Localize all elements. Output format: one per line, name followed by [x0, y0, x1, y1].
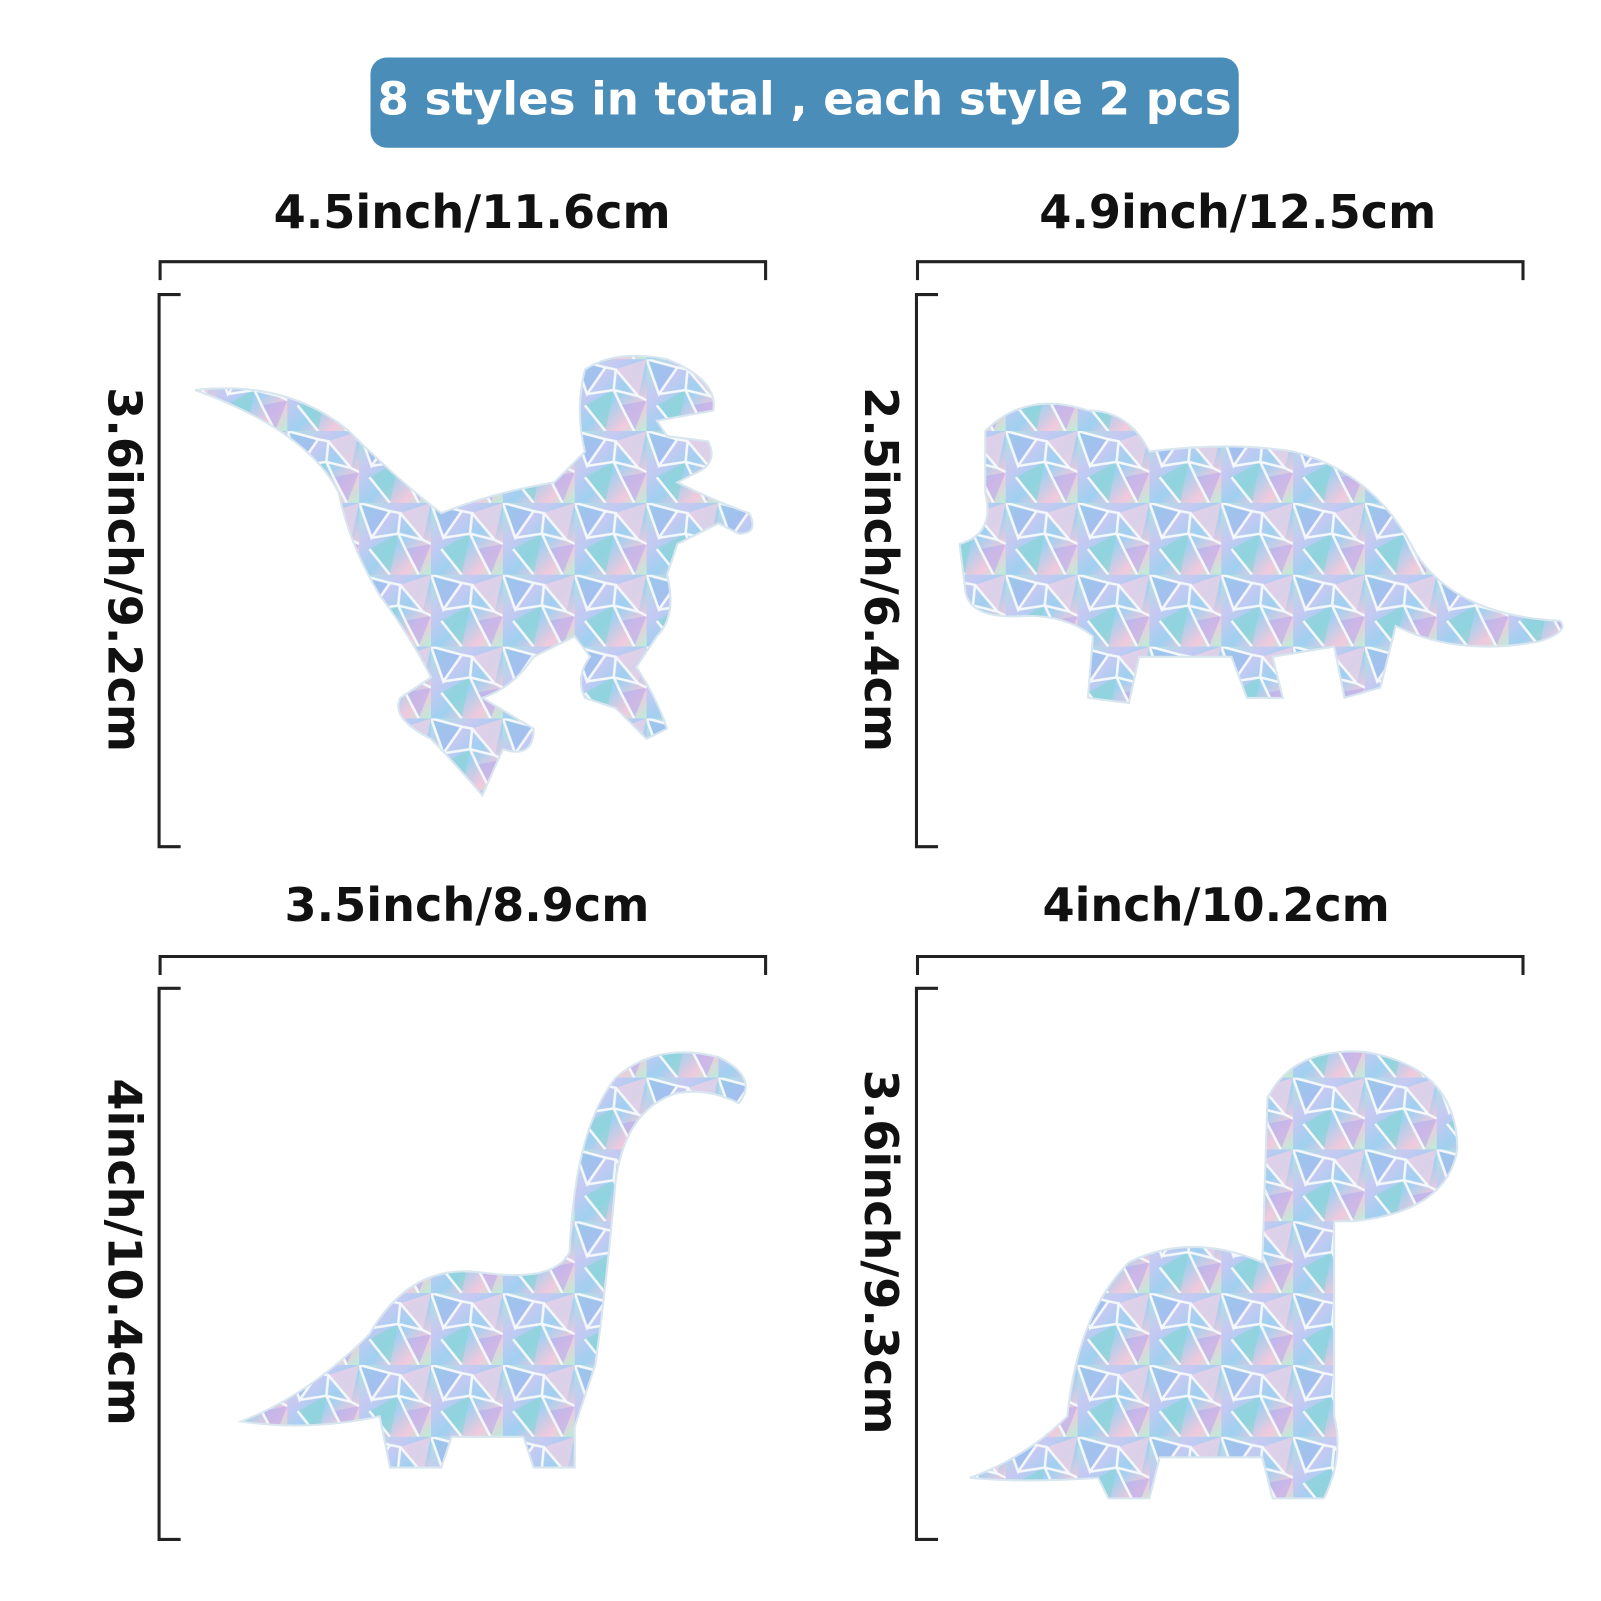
width-label: 3.5inch/8.9cm	[285, 878, 650, 932]
height-label: 4inch/10.4cm	[98, 1078, 152, 1425]
width-label: 4.5inch/11.6cm	[274, 185, 671, 239]
triceratops-sticker	[958, 402, 1564, 705]
height-bracket	[157, 293, 181, 849]
width-bracket	[158, 260, 768, 281]
width-label: 4inch/10.2cm	[1042, 878, 1389, 932]
height-bracket	[914, 986, 939, 1541]
width-bracket	[915, 260, 1525, 281]
height-bracket	[157, 986, 181, 1541]
height-label: 3.6inch/9.3cm	[854, 1070, 908, 1435]
height-bracket	[914, 293, 939, 849]
height-label: 2.5inch/6.4cm	[854, 387, 908, 752]
height-label: 3.6inch/9.2cm	[98, 387, 152, 752]
banner-box	[370, 57, 1239, 148]
brachiosaurus-sticker	[237, 1051, 747, 1469]
banner-text: 8 styles in total , each style 2 pcs	[378, 73, 1232, 126]
width-bracket	[158, 954, 768, 975]
width-label: 4.9inch/12.5cm	[1039, 185, 1436, 239]
longneck-sticker	[969, 1050, 1459, 1500]
width-bracket	[915, 954, 1525, 975]
trex-sticker	[194, 354, 754, 798]
